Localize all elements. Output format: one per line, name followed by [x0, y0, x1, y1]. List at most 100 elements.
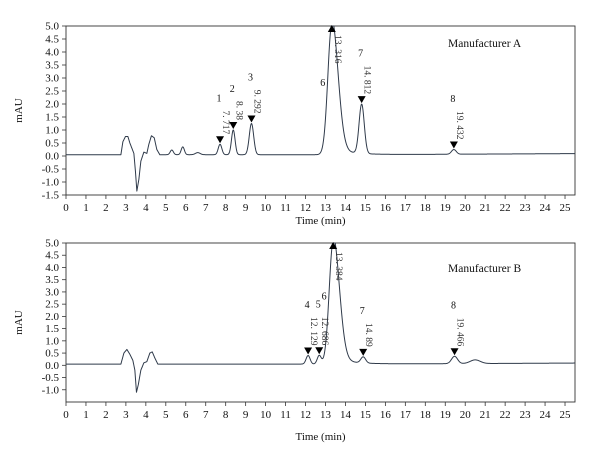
peak-marker	[216, 136, 225, 144]
y-tick-label: 2.5	[45, 299, 59, 311]
y-tick-label: 4.0	[45, 262, 59, 274]
x-tick-label: 14	[340, 409, 352, 421]
y-axis-label: mAU	[13, 310, 25, 335]
x-tick-label: 9	[243, 202, 249, 214]
y-tick-label: -1.0	[42, 177, 60, 189]
plot-frame	[65, 25, 576, 196]
y-axis-label: mAU	[13, 98, 25, 123]
peak-number-label: 6	[322, 291, 327, 302]
peak-rt-label: 7. 717	[220, 111, 230, 135]
x-tick-label: 20	[460, 202, 472, 214]
y-tick-label: 1.5	[45, 112, 59, 124]
x-tick-label: 4	[143, 409, 149, 421]
y-tick-label: 4.5	[45, 250, 59, 262]
y-tick-label: 3.0	[45, 73, 59, 85]
x-tick-label: 4	[143, 202, 149, 214]
x-tick-label: 24	[540, 202, 552, 214]
peak-number-label: 6	[320, 78, 325, 89]
peak-rt-label: 9. 292	[251, 90, 261, 114]
x-tick-label: 3	[123, 409, 129, 421]
peak-marker	[359, 348, 368, 356]
y-tick-label: 0.0	[45, 360, 59, 372]
peak-rt-label: 12. 686	[319, 317, 329, 346]
x-tick-label: 0	[63, 409, 69, 421]
plot-frame	[65, 242, 576, 403]
x-tick-label: 11	[280, 202, 291, 214]
y-tick-label: 2.0	[45, 311, 59, 323]
y-tick-label: 3.0	[45, 286, 59, 298]
y-tick-label: 2.0	[45, 99, 59, 111]
x-tick-label: 2	[103, 202, 109, 214]
panel-title: Manufacturer B	[448, 263, 521, 275]
chromatogram-trace	[65, 25, 576, 192]
peak-number-label: 7	[360, 306, 365, 317]
y-tick-label: 0.5	[45, 138, 59, 150]
x-tick-label: 23	[520, 202, 532, 214]
y-tick-label: 1.0	[45, 335, 59, 347]
peak-marker	[229, 122, 238, 129]
x-axis-label: Time (min)	[295, 215, 345, 227]
x-tick-label: 17	[400, 202, 412, 214]
x-tick-label: 23	[520, 409, 532, 421]
x-axis-label: Time (min)	[295, 431, 345, 443]
peak-marker	[247, 115, 256, 123]
x-tick-label: 16	[380, 409, 392, 421]
y-tick-label: 3.5	[45, 60, 59, 72]
y-tick-label: 2.5	[45, 86, 59, 98]
x-tick-label: 9	[243, 409, 249, 421]
x-tick-label: 12	[300, 202, 311, 214]
x-tick-label: 11	[280, 409, 291, 421]
y-tick-label: 5.0	[45, 21, 59, 33]
x-tick-label: 21	[480, 409, 491, 421]
x-tick-label: 8	[223, 409, 229, 421]
y-tick-label: 0.0	[45, 151, 59, 163]
x-tick-label: 6	[183, 202, 189, 214]
peak-rt-label: 14. 812	[362, 66, 372, 95]
peak-rt-label: 13. 316	[332, 35, 342, 64]
peak-marker	[304, 347, 313, 355]
peak-marker	[357, 96, 366, 104]
y-tick-label: 3.5	[45, 274, 59, 286]
x-tick-label: 6	[183, 409, 189, 421]
x-tick-label: 0	[63, 202, 69, 214]
x-tick-label: 25	[560, 202, 572, 214]
panel-title: Manufacturer A	[448, 38, 522, 50]
peak-rt-label: 13. 384	[333, 252, 343, 281]
chromatogram-trace	[65, 242, 576, 393]
x-tick-label: 17	[400, 409, 412, 421]
x-tick-label: 15	[360, 409, 372, 421]
x-tick-label: 19	[440, 409, 452, 421]
x-tick-label: 18	[420, 202, 432, 214]
peak-rt-label: 8. 38	[233, 101, 243, 120]
peak-marker	[449, 141, 458, 149]
y-tick-label: 4.5	[45, 34, 59, 46]
peak-rt-label: 12. 129	[308, 317, 318, 346]
panel-manufacturer-b: 0 1 2 3 4 5 6 7 8 9 10 11 12 13 14 15 16 17 18 19 20 21 22 23 24…	[13, 238, 576, 443]
x-tick-label: 24	[540, 409, 552, 421]
x-tick-label: 14	[340, 202, 352, 214]
panel-manufacturer-a: 0 1 2 3 4 5 6 7 8 9 10 11 12 13 14 15 16 17 18 19 20 21 22 23 24…	[13, 21, 576, 227]
peak-number-label: 8	[451, 301, 456, 312]
y-tick-label: -1.5	[42, 190, 60, 202]
peak-number-label: 4	[305, 300, 310, 311]
peak-rt-label: 19. 432	[454, 111, 464, 140]
x-tick-label: 22	[500, 202, 511, 214]
y-tick-label: -0.5	[42, 164, 60, 176]
peak-number-label: 8	[450, 94, 455, 105]
x-tick-label: 21	[480, 202, 491, 214]
y-tick-label: 1.5	[45, 323, 59, 335]
x-tick-label: 7	[203, 409, 209, 421]
x-tick-label: 5	[163, 202, 169, 214]
y-tick-label: -1.0	[42, 384, 60, 396]
x-tick-label: 25	[560, 409, 572, 421]
peak-rt-label: 19. 466	[455, 318, 465, 347]
x-tick-label: 10	[260, 409, 272, 421]
x-tick-label: 13	[320, 409, 332, 421]
x-tick-label: 10	[260, 202, 272, 214]
x-tick-label: 12	[300, 409, 311, 421]
y-tick-label: 5.0	[45, 238, 59, 250]
peak-number-label: 3	[248, 73, 253, 84]
peak-number-label: 7	[358, 48, 363, 59]
